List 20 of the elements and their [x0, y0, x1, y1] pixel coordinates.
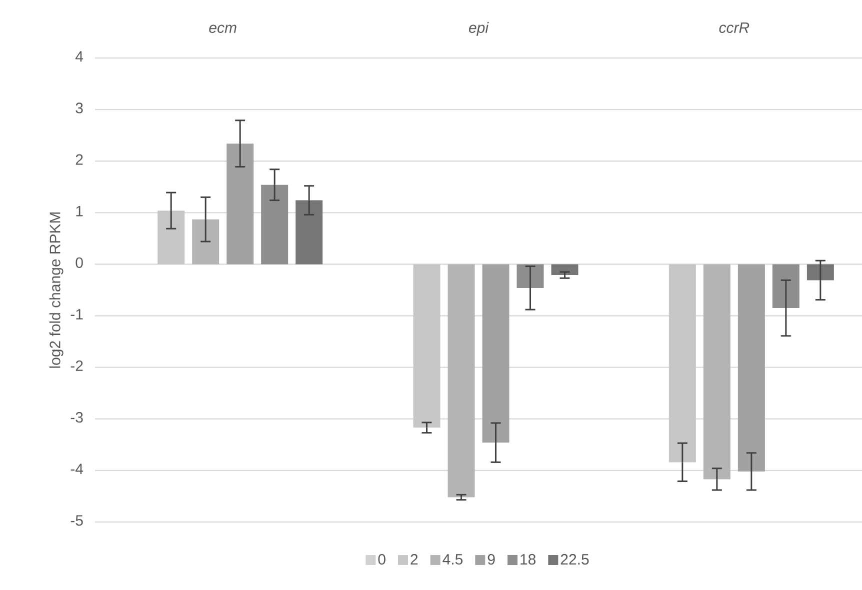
y-tick-label: -5 [70, 515, 83, 526]
y-tick-label: -1 [70, 309, 83, 320]
y-tick-label: 3 [76, 102, 83, 114]
y-tick-label: -3 [70, 412, 83, 423]
legend-label: 4.5 [442, 554, 463, 565]
y-tick-label: -2 [70, 360, 83, 371]
legend-label: 2 [410, 554, 418, 564]
y-axis-title: log2 fold change RPKM [49, 212, 64, 368]
y-tick-label: 4 [75, 51, 84, 62]
legend-label: 22.5 [560, 554, 589, 565]
y-tick-label: 1 [76, 206, 83, 216]
x-tick-label: ccrR [719, 22, 750, 33]
y-tick-label: -4 [70, 464, 84, 474]
legend-label: 18 [520, 554, 536, 565]
x-tick-label: ecm [209, 24, 236, 33]
legend-label: 0 [378, 554, 386, 565]
y-tick-label: 0 [76, 257, 83, 268]
legend-label: 9 [488, 554, 495, 565]
y-tick-label: 2 [76, 154, 83, 165]
x-tick-label: epi [468, 22, 489, 36]
